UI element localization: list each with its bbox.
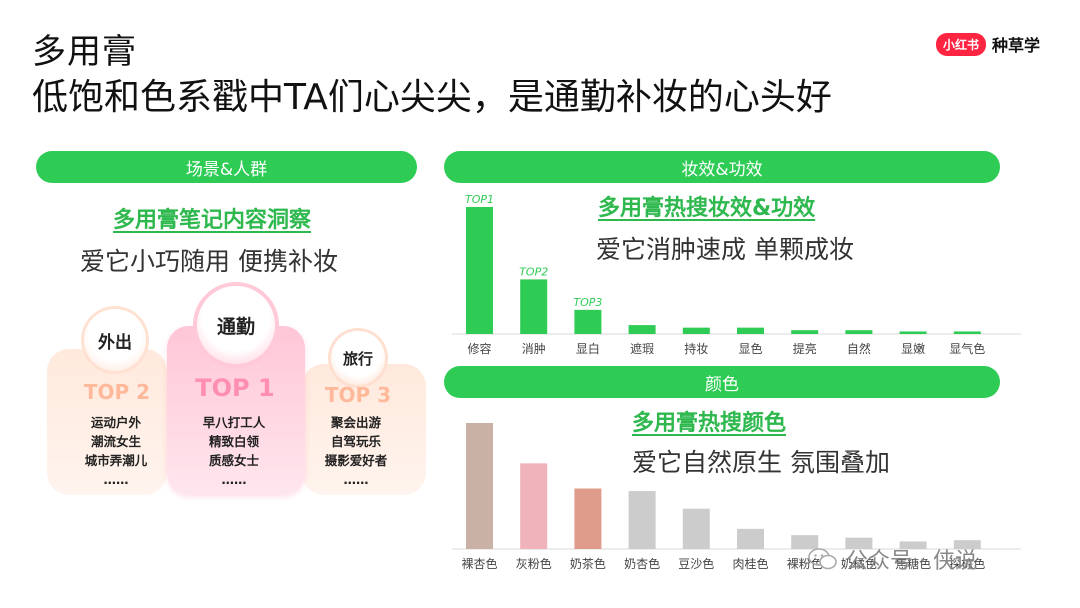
- bar: [520, 463, 548, 549]
- bar: [953, 331, 981, 334]
- bar: [791, 535, 819, 549]
- x-tick-label: 豆沙色: [678, 557, 714, 571]
- x-tick-label: 自然: [847, 341, 871, 356]
- x-tick-label: 显气色: [949, 341, 985, 356]
- bubble-outing: 外出: [84, 309, 146, 371]
- data-label: TOP2: [519, 265, 548, 278]
- bubble-travel: 旅行: [331, 331, 385, 385]
- x-tick-label: 奶橘色: [841, 556, 877, 571]
- bar: [845, 537, 873, 549]
- list-item: 聚会出游: [330, 415, 381, 430]
- watermark: 公众号 · 侠说: [808, 543, 977, 575]
- list-item: 城市弄潮儿: [84, 453, 148, 468]
- bar: [899, 541, 927, 549]
- list-item: ……: [343, 472, 369, 487]
- bar: [737, 528, 764, 549]
- list-travel: 聚会出游 自驾玩乐 摄影爱好者 ……: [306, 413, 406, 489]
- x-tick-label: 探棕色: [949, 556, 985, 571]
- section-label-effect: 妆效&功效: [444, 151, 1000, 183]
- x-tick-label: 奶杏色: [624, 557, 660, 571]
- list-outing: 运动户外 潮流女生 城市弄潮儿 ……: [66, 413, 166, 489]
- bar: [953, 540, 981, 549]
- section-label-scene: 场景&人群: [36, 151, 417, 183]
- x-tick-label: 裸粉色: [787, 556, 823, 571]
- bar: [574, 309, 602, 334]
- list-item: 潮流女生: [90, 434, 141, 449]
- bar: [682, 327, 710, 334]
- x-tick-label: 持妆: [684, 341, 708, 356]
- watermark-text: 公众号 · 侠说: [846, 549, 977, 574]
- bar: [682, 508, 710, 549]
- data-label: TOP1: [465, 193, 494, 206]
- x-tick-label: 显白: [576, 341, 600, 356]
- list-commute: 早八打工人 精致白领 质感女士 ……: [184, 413, 284, 489]
- bar: [466, 423, 493, 549]
- card-travel: [302, 364, 426, 495]
- page-title: 多用膏: [32, 32, 137, 72]
- bar: [737, 327, 764, 334]
- brand-logo: 小红书 种草学: [935, 32, 1040, 56]
- bubble-commute: 通勤: [197, 286, 275, 364]
- bar: [520, 279, 548, 334]
- data-label: TOP3: [573, 296, 602, 309]
- scene-tagline: 爱它小巧随用 便携补妆: [80, 247, 338, 276]
- x-tick-label: 裸杏色: [461, 556, 497, 571]
- bar: [574, 488, 602, 549]
- list-item: 质感女士: [208, 453, 259, 468]
- color-tagline: 爱它自然原生 氛围叠加: [632, 448, 890, 477]
- x-tick-label: 遮瑕: [630, 341, 654, 356]
- logo-text: 种草学: [991, 36, 1040, 55]
- list-item: 运动户外: [90, 415, 141, 430]
- color-heading: 多用膏热搜颜色: [632, 411, 787, 436]
- color-bar-chart: 裸杏色 灰粉色 奶茶色 奶杏色 豆沙色 肉桂色 裸粉色 奶橘色 焦糖色 探棕色: [452, 423, 1021, 571]
- list-item: ……: [103, 472, 129, 487]
- logo-badge: 小红书: [935, 32, 986, 56]
- x-tick-label: 奶茶色: [570, 556, 606, 571]
- effect-tagline: 爱它消肿速成 单颗成妆: [596, 235, 854, 264]
- x-tick-label: 焦糖色: [895, 556, 931, 571]
- bar: [899, 331, 927, 334]
- x-tick-label: 肉桂色: [732, 556, 768, 571]
- wechat-icon: [808, 548, 837, 570]
- bar: [628, 325, 656, 334]
- bar: [628, 491, 656, 549]
- card-outing: [47, 349, 167, 495]
- rank-outing: TOP 2: [83, 380, 151, 404]
- list-item: ……: [221, 472, 247, 487]
- bar: [845, 330, 873, 334]
- rank-commute: TOP 1: [195, 374, 275, 402]
- list-item: 早八打工人: [202, 415, 266, 430]
- section-label-color: 颜色: [444, 366, 1000, 398]
- x-tick-label: 消肿: [522, 341, 546, 356]
- bar: [791, 330, 819, 334]
- list-item: 精致白领: [208, 434, 259, 449]
- x-tick-label: 显嫩: [901, 342, 925, 356]
- x-tick-label: 提亮: [793, 341, 817, 356]
- x-tick-label: 灰粉色: [516, 557, 552, 571]
- effect-heading: 多用膏热搜妆效&功效: [598, 196, 816, 221]
- x-tick-label: 修容: [467, 341, 491, 356]
- list-item: 自驾玩乐: [330, 434, 381, 449]
- bar: [466, 207, 493, 334]
- x-tick-label: 显色: [738, 342, 762, 356]
- scene-heading: 多用膏笔记内容洞察: [113, 208, 312, 233]
- page-subtitle: 低饱和色系戳中TA们心尖尖，是通勤补妆的心头好: [32, 77, 832, 118]
- list-item: 摄影爱好者: [324, 453, 388, 468]
- effect-bar-chart: 修容 TOP1 消肿 TOP2 显白 TOP3 遮瑕 持妆 显色 提亮 自然 显嫩 显气色: [452, 193, 1021, 356]
- rank-travel: TOP 3: [324, 383, 392, 407]
